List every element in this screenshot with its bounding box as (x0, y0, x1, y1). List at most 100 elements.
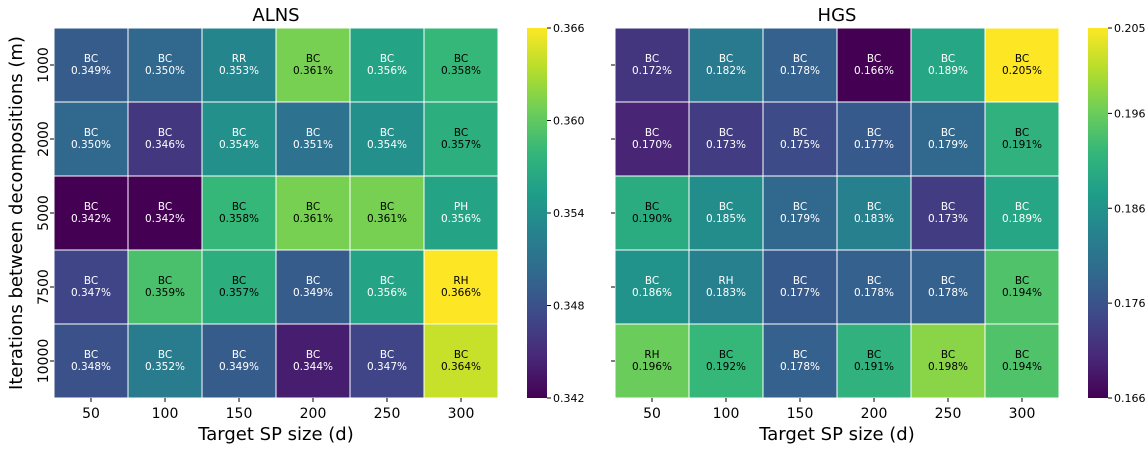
cell-method-label: BC (84, 349, 98, 361)
x-tick-label: 50 (643, 406, 661, 422)
heatmap-cell (53, 323, 129, 399)
colorbar-tick-label: 0.186 (1114, 202, 1146, 215)
cell-value-label: 0.191% (1002, 139, 1042, 151)
cell-method-label: BC (1015, 127, 1029, 139)
colorbar-tick-label: 0.360 (553, 115, 585, 128)
cell-method-label: BC (84, 53, 98, 65)
cell-method-label: PH (454, 201, 468, 213)
heatmap-cell (275, 323, 351, 399)
cell-method-label: BC (1015, 275, 1029, 287)
heatmap-cell (53, 27, 129, 103)
cell-method-label: BC (867, 53, 881, 65)
cell-method-label: RH (718, 275, 733, 287)
cell-value-label: 0.350% (145, 65, 185, 77)
heatmap-cell (984, 175, 1060, 251)
heatmap-cell (423, 101, 499, 177)
heatmap-cell (349, 175, 425, 251)
cell-method-label: BC (380, 349, 394, 361)
heatmap-cell (423, 27, 499, 103)
cell-method-label: BC (306, 53, 320, 65)
cell-method-label: BC (941, 53, 955, 65)
cell-value-label: 0.194% (1002, 361, 1042, 373)
cell-value-label: 0.192% (706, 361, 746, 373)
cell-method-label: BC (719, 201, 733, 213)
cell-value-label: 0.173% (928, 213, 968, 225)
cell-method-label: BC (719, 127, 733, 139)
cell-value-label: 0.361% (293, 65, 333, 77)
heatmap-cell (275, 175, 351, 251)
cell-method-label: BC (158, 349, 172, 361)
cell-value-label: 0.350% (71, 139, 111, 151)
cell-method-label: RR (232, 53, 247, 65)
heatmap-cell (423, 249, 499, 325)
cell-method-label: BC (941, 275, 955, 287)
cell-method-label: BC (232, 201, 246, 213)
cell-method-label: BC (867, 201, 881, 213)
cell-value-label: 0.346% (145, 139, 185, 151)
heatmap-cell (910, 323, 986, 399)
colorbar-tick-label: 0.205 (1114, 22, 1146, 35)
cell-value-label: 0.357% (219, 287, 259, 299)
heatmap-cell (127, 27, 203, 103)
cell-value-label: 0.185% (706, 213, 746, 225)
cell-method-label: BC (454, 127, 468, 139)
cell-method-label: BC (306, 275, 320, 287)
cell-value-label: 0.354% (367, 139, 407, 151)
heatmap-cell (127, 101, 203, 177)
heatmap-cell (275, 27, 351, 103)
cell-value-label: 0.173% (706, 139, 746, 151)
cell-method-label: BC (158, 275, 172, 287)
x-axis-label: Target SP size (d) (758, 424, 915, 445)
cell-value-label: 0.178% (780, 65, 820, 77)
colorbar-tick-label: 0.166 (1114, 392, 1146, 405)
cell-method-label: BC (1015, 201, 1029, 213)
cell-value-label: 0.179% (780, 213, 820, 225)
cell-method-label: BC (158, 127, 172, 139)
x-tick-label: 300 (1009, 406, 1036, 422)
heatmap-cell (984, 323, 1060, 399)
cell-method-label: BC (454, 349, 468, 361)
heatmap-cell (984, 27, 1060, 103)
cell-value-label: 0.189% (928, 65, 968, 77)
x-tick-label: 300 (448, 406, 475, 422)
cell-method-label: BC (941, 349, 955, 361)
cell-method-label: BC (645, 201, 659, 213)
heatmap-cell (275, 249, 351, 325)
x-tick-label: 50 (82, 406, 100, 422)
cell-method-label: BC (232, 275, 246, 287)
cell-value-label: 0.348% (71, 361, 111, 373)
cell-value-label: 0.190% (632, 213, 672, 225)
x-tick-label: 200 (300, 406, 327, 422)
cell-value-label: 0.178% (928, 287, 968, 299)
heatmap-cell (201, 249, 277, 325)
heatmap-cell (910, 101, 986, 177)
heatmap-cell (688, 27, 764, 103)
cell-method-label: BC (719, 349, 733, 361)
cell-method-label: BC (380, 127, 394, 139)
cell-value-label: 0.347% (71, 287, 111, 299)
cell-method-label: RH (644, 349, 659, 361)
colorbar-tick-label: 0.354 (553, 207, 585, 220)
heatmap-cell (349, 323, 425, 399)
heatmap-cell (201, 27, 277, 103)
x-tick-label: 250 (935, 406, 962, 422)
y-axis-label: Iterations between decompositions (m) (6, 36, 27, 390)
cell-value-label: 0.170% (632, 139, 672, 151)
cell-value-label: 0.354% (219, 139, 259, 151)
cell-value-label: 0.347% (367, 361, 407, 373)
y-tick-label: 10000 (36, 339, 52, 384)
heatmap-cell (201, 323, 277, 399)
cell-value-label: 0.183% (854, 213, 894, 225)
cell-method-label: BC (84, 127, 98, 139)
cell-method-label: BC (793, 53, 807, 65)
heatmap-cell (836, 249, 912, 325)
cell-value-label: 0.356% (367, 65, 407, 77)
cell-method-label: BC (158, 201, 172, 213)
cell-value-label: 0.349% (71, 65, 111, 77)
cell-value-label: 0.194% (1002, 287, 1042, 299)
cell-value-label: 0.353% (219, 65, 259, 77)
cell-value-label: 0.351% (293, 139, 333, 151)
cell-value-label: 0.349% (293, 287, 333, 299)
heatmap-cell (984, 101, 1060, 177)
